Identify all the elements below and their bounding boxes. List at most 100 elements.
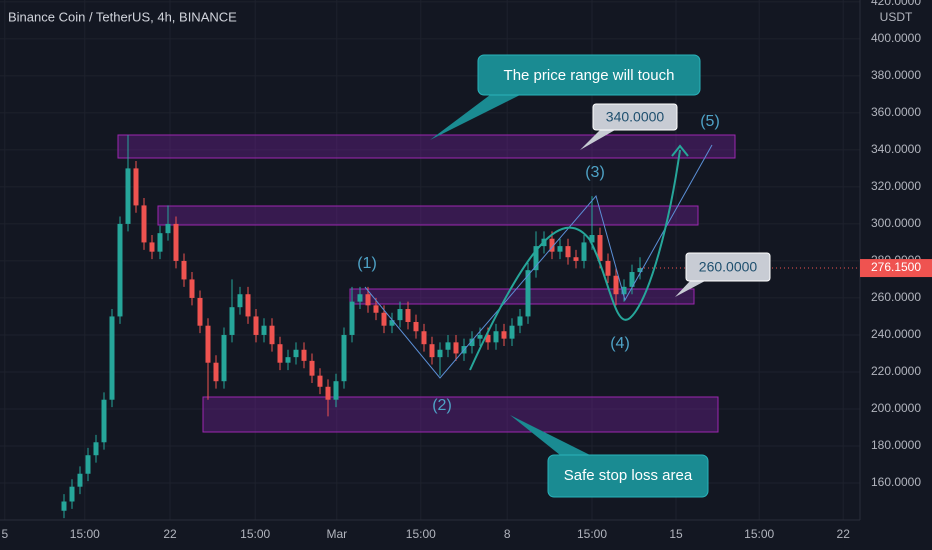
candle-body: [157, 233, 163, 252]
candle-body: [381, 312, 387, 326]
chart-title: Binance Coin / TetherUS, 4h, BINANCE: [8, 9, 237, 24]
x-tick-label: 15: [669, 527, 683, 541]
candle-body: [357, 294, 363, 302]
candle-body: [141, 205, 147, 243]
price-callout-text: 340.0000: [606, 109, 665, 125]
y-tick-label: 240.0000: [871, 327, 921, 341]
x-tick-label: 15:00: [744, 527, 774, 541]
x-tick-label: 15:00: [406, 527, 436, 541]
candle-body: [205, 325, 211, 363]
candle-body: [301, 349, 307, 361]
candle-body: [365, 294, 371, 306]
candle-body: [221, 334, 227, 382]
candle-body: [557, 246, 563, 252]
price-callout: [592, 103, 678, 131]
price-callout: [685, 252, 771, 282]
candle-body: [525, 270, 531, 317]
candle-body: [253, 316, 259, 335]
candle-body: [533, 246, 539, 271]
candle-body: [429, 344, 435, 358]
y-tick-label: 200.0000: [871, 401, 921, 415]
candle-body: [597, 235, 603, 261]
candle-body: [581, 242, 587, 261]
last-price-tag: [860, 259, 932, 278]
candle-body: [317, 375, 323, 387]
x-tick-label: 8: [504, 527, 511, 541]
callout-pointer: [430, 95, 520, 140]
candle-body: [109, 316, 115, 400]
callout-text: Safe stop loss area: [564, 467, 693, 484]
candle-body: [117, 223, 123, 317]
zone: [349, 288, 695, 305]
candle-body: [445, 342, 451, 350]
candle-body: [149, 242, 155, 252]
candle-body: [61, 501, 67, 511]
candle-body: [77, 473, 83, 487]
candle-body: [245, 294, 251, 317]
price-callout-pointer: [580, 130, 615, 150]
grid: [0, 0, 860, 520]
candle-body: [637, 268, 643, 273]
price-callout-text: 260.0000: [699, 259, 758, 275]
candle-body: [333, 381, 339, 400]
candle-body: [269, 325, 275, 345]
y-tick-label: 220.0000: [871, 364, 921, 378]
y-tick-label: 300.0000: [871, 216, 921, 230]
candle-body: [629, 272, 635, 287]
x-tick-label: 22: [163, 527, 177, 541]
x-tick-label: Mar: [326, 527, 347, 541]
wave-label: (2): [432, 397, 452, 414]
candle-body: [493, 331, 499, 343]
candle-body: [325, 386, 331, 400]
candle-body: [469, 338, 475, 347]
candle-body: [501, 331, 507, 339]
candle-body: [373, 305, 379, 313]
candle-body: [277, 344, 283, 363]
candle-body: [173, 223, 179, 261]
y-tick-label: 160.0000: [871, 475, 921, 489]
candle-body: [165, 223, 171, 234]
candle-body: [261, 325, 267, 335]
callout: [547, 454, 709, 498]
candle-body: [189, 279, 195, 298]
candle-body: [621, 286, 627, 295]
candle-body: [341, 334, 347, 382]
price-callout-pointer: [675, 281, 705, 297]
y-tick-label: 260.0000: [871, 290, 921, 304]
candle-body: [613, 275, 619, 295]
candle-body: [589, 235, 595, 243]
arrow-head: [671, 144, 689, 157]
candle-body: [509, 325, 515, 339]
y-tick-label: 400.0000: [871, 31, 921, 45]
wave-label: (4): [610, 335, 630, 352]
wave-line: [364, 144, 713, 379]
wave-curve: [469, 149, 681, 371]
candle-body: [517, 316, 523, 326]
candle-body: [309, 360, 315, 376]
candle-body: [93, 442, 99, 456]
candle-body: [101, 399, 107, 443]
y-tick-label: 340.0000: [871, 142, 921, 156]
candles: [61, 135, 860, 519]
candle-body: [181, 260, 187, 280]
candle-body: [133, 168, 139, 206]
x-tick-label: 5: [1, 527, 8, 541]
candle-body: [85, 455, 91, 474]
y-axis-unit: USDT: [880, 10, 913, 24]
wave-label: (5): [700, 113, 720, 130]
wave-label: (1): [357, 255, 377, 272]
candle-body: [437, 349, 443, 358]
candle-body: [197, 297, 203, 326]
candle-body: [485, 334, 491, 343]
x-tick-label: 15:00: [240, 527, 270, 541]
zone: [157, 205, 699, 226]
x-tick-label: 15:00: [577, 527, 607, 541]
candle-body: [125, 168, 131, 224]
candle-body: [413, 321, 419, 332]
candle-body: [389, 320, 395, 326]
candle-body: [453, 342, 459, 354]
candle-body: [237, 294, 243, 308]
last-price-label: 276.1500: [871, 260, 921, 274]
